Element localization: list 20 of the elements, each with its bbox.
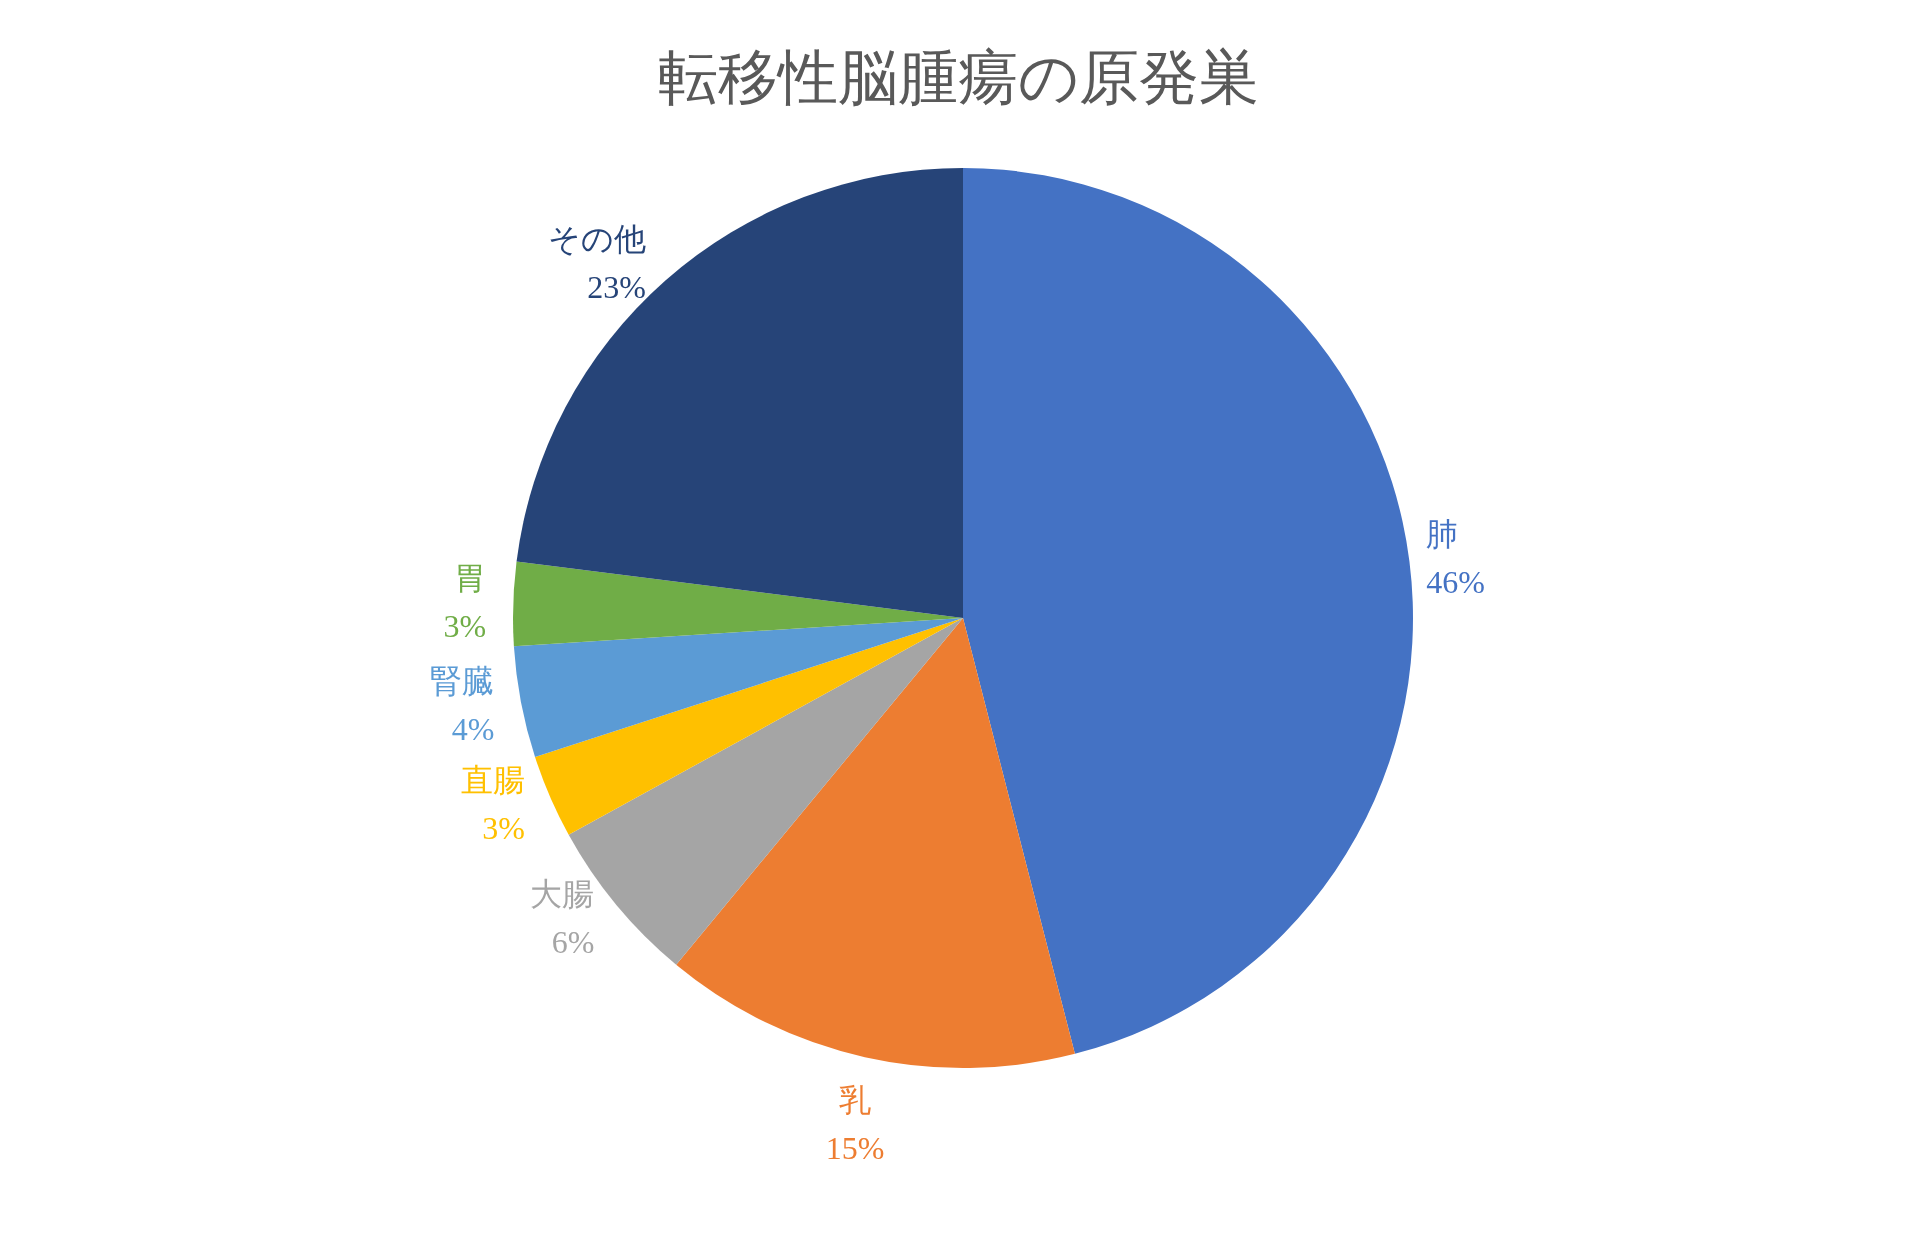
pie-slice bbox=[513, 618, 963, 758]
data-label: 3% bbox=[443, 608, 487, 645]
slice-label: 腎臓 bbox=[430, 663, 495, 700]
data-label: 4% bbox=[451, 711, 495, 748]
slice-label: 胃 bbox=[454, 560, 487, 597]
slice-label: 大腸 bbox=[530, 875, 595, 912]
slice-label: 肺 bbox=[1426, 515, 1459, 552]
slice-label: 乳 bbox=[839, 1081, 872, 1118]
data-label: 46% bbox=[1426, 563, 1485, 600]
data-label: 15% bbox=[825, 1129, 885, 1166]
pie-slice bbox=[676, 618, 1075, 1068]
slice-label: 直腸 bbox=[460, 762, 525, 799]
slice-label: その他 bbox=[547, 220, 646, 257]
pie-slice bbox=[963, 168, 1413, 1054]
data-label: 23% bbox=[587, 268, 646, 305]
pie-slice bbox=[535, 618, 963, 835]
data-label: 6% bbox=[551, 923, 595, 960]
chart-title: 転移性脳腫瘍の原発巣 bbox=[656, 44, 1260, 113]
pie-slice bbox=[516, 168, 963, 618]
data-label: 3% bbox=[482, 810, 525, 847]
